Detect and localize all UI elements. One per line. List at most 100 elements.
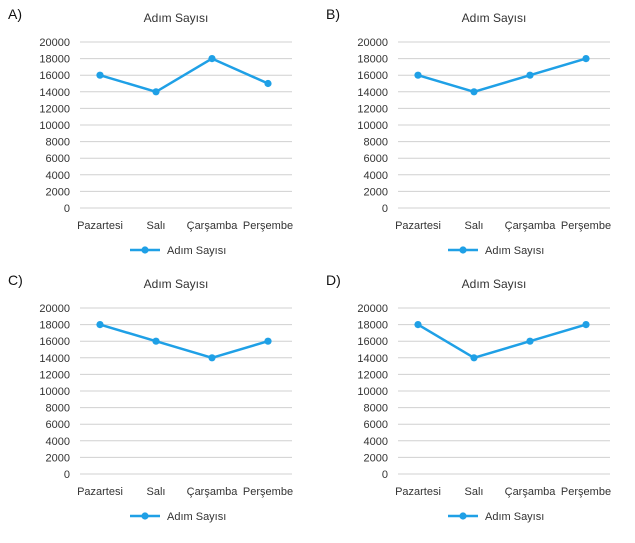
data-point (582, 55, 590, 63)
y-tick-label: 12000 (39, 369, 70, 381)
y-tick-label: 16000 (39, 70, 70, 82)
data-point (414, 321, 422, 329)
data-point (208, 354, 216, 362)
chart-panel-a: A) Adım Sayısı 0 2000 4000 6000 8000 10000 1200… (0, 0, 317, 271)
y-tick-label: 0 (382, 203, 388, 215)
series-line (99, 323, 269, 360)
y-tick-label: 4000 (364, 436, 388, 448)
x-tick-label: Çarşamba (505, 486, 557, 498)
legend-label: Adım Sayısı (485, 511, 544, 523)
x-tick-label: Perşembe (243, 220, 293, 232)
y-tick-label: 14000 (39, 353, 70, 365)
y-tick-label: 14000 (39, 87, 70, 99)
data-point (582, 321, 590, 329)
y-tick-label: 18000 (357, 320, 388, 332)
y-tick-label: 16000 (357, 336, 388, 348)
panel-letter: A) (8, 6, 22, 22)
data-point (96, 71, 104, 79)
x-tick-label: Pazartesi (395, 220, 441, 232)
y-tick-label: 6000 (46, 419, 70, 431)
data-point (526, 337, 534, 345)
chart-panel-d: D) Adım Sayısı 0 2000 4000 6000 8000 10000 1200… (318, 266, 635, 537)
chart-title: Adım Sayısı (144, 11, 209, 25)
y-tick-label: 2000 (46, 452, 70, 464)
x-tick-label: Perşembe (243, 486, 293, 498)
series-line (99, 57, 269, 94)
panel-letter: D) (326, 272, 341, 288)
y-tick-label: 12000 (357, 103, 388, 115)
y-tick-label: 8000 (46, 137, 70, 149)
y-tick-label: 10000 (357, 386, 388, 398)
data-point (152, 337, 160, 345)
chart-panel-b: B) Adım Sayısı 0 2000 4000 6000 8000 10000 1200… (318, 0, 635, 271)
y-tick-label: 18000 (357, 54, 388, 66)
data-point (470, 354, 478, 362)
y-tick-label: 8000 (46, 403, 70, 415)
x-tick-label: Perşembe (561, 486, 611, 498)
panel-letter: C) (8, 272, 23, 288)
y-tick-label: 20000 (39, 303, 70, 315)
legend-marker (141, 512, 149, 520)
chart-title: Adım Sayısı (144, 277, 209, 291)
x-tick-label: Salı (465, 486, 484, 498)
legend-marker (141, 246, 149, 254)
line-chart: Adım Sayısı 0 2000 4000 6000 8000 10000 12000 14… (357, 11, 611, 257)
line-chart: Adım Sayısı 0 2000 4000 6000 8000 10000 12000 14… (357, 277, 611, 523)
x-tick-label: Salı (147, 486, 166, 498)
data-point (414, 71, 422, 79)
x-tick-label: Pazartesi (395, 486, 441, 498)
legend-label: Adım Sayısı (485, 245, 544, 257)
x-tick-label: Pazartesi (77, 486, 123, 498)
y-tick-label: 12000 (39, 103, 70, 115)
legend-label: Adım Sayısı (167, 511, 226, 523)
series-line (417, 323, 587, 360)
data-point (264, 79, 272, 88)
y-tick-label: 16000 (357, 70, 388, 82)
chart-title: Adım Sayısı (462, 277, 527, 291)
y-tick-label: 12000 (357, 369, 388, 381)
y-tick-label: 16000 (39, 336, 70, 348)
data-point (470, 88, 478, 96)
chart-panel-c: C) Adım Sayısı 0 2000 4000 6000 8000 10000 1200… (0, 266, 317, 537)
y-tick-label: 0 (64, 469, 70, 481)
y-tick-label: 6000 (364, 153, 388, 165)
y-tick-label: 14000 (357, 87, 388, 99)
y-tick-label: 2000 (46, 186, 70, 198)
x-tick-label: Çarşamba (505, 220, 557, 232)
y-tick-label: 18000 (39, 54, 70, 66)
data-point (208, 55, 216, 63)
x-tick-label: Perşembe (561, 220, 611, 232)
y-tick-label: 2000 (364, 186, 388, 198)
y-tick-label: 8000 (364, 403, 388, 415)
x-tick-label: Çarşamba (187, 486, 239, 498)
data-point (152, 88, 160, 96)
legend-marker (459, 512, 467, 520)
y-tick-label: 4000 (364, 170, 388, 182)
y-tick-label: 10000 (39, 386, 70, 398)
x-tick-label: Salı (147, 220, 166, 232)
y-tick-label: 0 (382, 469, 388, 481)
y-tick-label: 8000 (364, 137, 388, 149)
panel-letter: B) (326, 6, 340, 22)
y-tick-label: 0 (64, 203, 70, 215)
data-point (526, 71, 534, 79)
x-tick-label: Salı (465, 220, 484, 232)
y-tick-label: 14000 (357, 353, 388, 365)
y-tick-label: 6000 (364, 419, 388, 431)
data-point (264, 337, 272, 345)
chart-title: Adım Sayısı (462, 11, 527, 25)
y-tick-label: 20000 (357, 37, 388, 49)
y-tick-label: 10000 (357, 120, 388, 132)
y-tick-label: 10000 (39, 120, 70, 132)
y-tick-label: 6000 (46, 153, 70, 165)
legend-label: Adım Sayısı (167, 245, 226, 257)
data-point (96, 321, 104, 329)
y-tick-label: 4000 (46, 170, 70, 182)
x-tick-label: Çarşamba (187, 220, 239, 232)
legend-marker (459, 246, 467, 254)
y-tick-label: 20000 (357, 303, 388, 315)
line-chart: Adım Sayısı 0 2000 4000 6000 8000 10000 12000 14… (39, 277, 293, 523)
line-chart: Adım Sayısı 0 2000 4000 6000 8000 10000 12000 14… (39, 11, 293, 257)
series-line (417, 57, 587, 94)
y-tick-label: 18000 (39, 320, 70, 332)
